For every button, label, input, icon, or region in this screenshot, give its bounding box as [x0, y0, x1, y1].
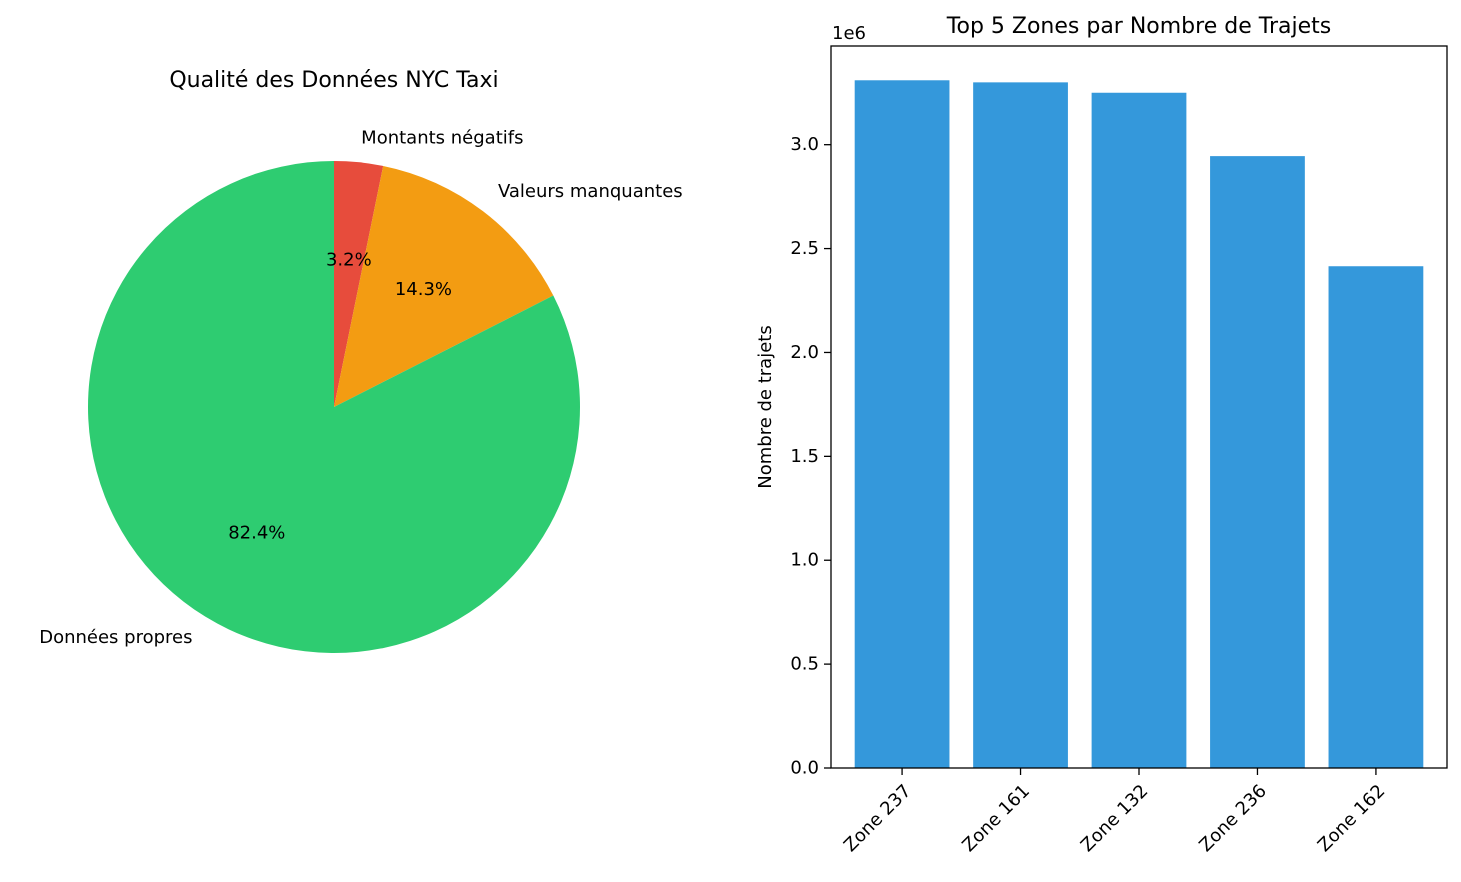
- bar: [1328, 266, 1424, 768]
- pie-slice: [334, 165, 554, 407]
- bar-bars: [854, 80, 1424, 769]
- plot-frame: [830, 45, 1448, 769]
- bar: [1210, 156, 1305, 768]
- pie-slices: [87, 161, 581, 653]
- x-axis-ticks: Zone 237 Zone 161 Zone 132 Zone 236 Zone 162: [840, 768, 1389, 856]
- x-tick-label: Zone 237: [840, 781, 916, 857]
- pie-category-label: Valeurs manquantes: [498, 181, 683, 202]
- y-tick-label: 2.0: [790, 342, 819, 363]
- pie-title: Qualité des Données NYC Taxi: [169, 68, 498, 93]
- y-axis-label: Nombre de trajets: [755, 325, 776, 488]
- pie-percent-label: 82.4%: [228, 522, 285, 543]
- pie-category-label: Montants négatifs: [361, 127, 523, 148]
- y-tick-label: 2.5: [790, 238, 819, 259]
- y-tick-label: 1.5: [790, 446, 819, 467]
- y-tick-label: 1.0: [790, 550, 819, 571]
- pie-chart: Qualité des Données NYC Taxi 3.2% Montant…: [39, 68, 683, 653]
- bar-chart: Top 5 Zones par Nombre de Trajets 1e6 No…: [755, 14, 1448, 856]
- bar: [854, 80, 950, 769]
- pie-slice: [334, 161, 384, 407]
- pie-slice: [87, 161, 581, 653]
- bar: [973, 82, 1068, 768]
- x-tick-label: Zone 162: [1314, 781, 1390, 857]
- x-tick-label: Zone 132: [1077, 781, 1153, 857]
- y-axis-ticks: 0.0 0.5 1.0 1.5 2.0 2.5 3.0: [790, 134, 831, 779]
- pie-percent-label: 3.2%: [326, 250, 372, 271]
- y-tick-label: 3.0: [790, 134, 819, 155]
- pie-labels: 3.2% Montants négatifs 14.3% Valeurs manqua…: [39, 127, 682, 648]
- y-tick-label: 0.0: [790, 758, 819, 779]
- pie-percent-label: 14.3%: [395, 279, 452, 300]
- x-tick-label: Zone 161: [958, 781, 1034, 857]
- y-offset-label: 1e6: [832, 23, 866, 44]
- y-tick-label: 0.5: [790, 654, 819, 675]
- bar-title: Top 5 Zones par Nombre de Trajets: [946, 14, 1331, 39]
- x-tick-label: Zone 236: [1195, 781, 1271, 857]
- pie-category-label: Données propres: [39, 627, 192, 648]
- bar: [1091, 92, 1187, 769]
